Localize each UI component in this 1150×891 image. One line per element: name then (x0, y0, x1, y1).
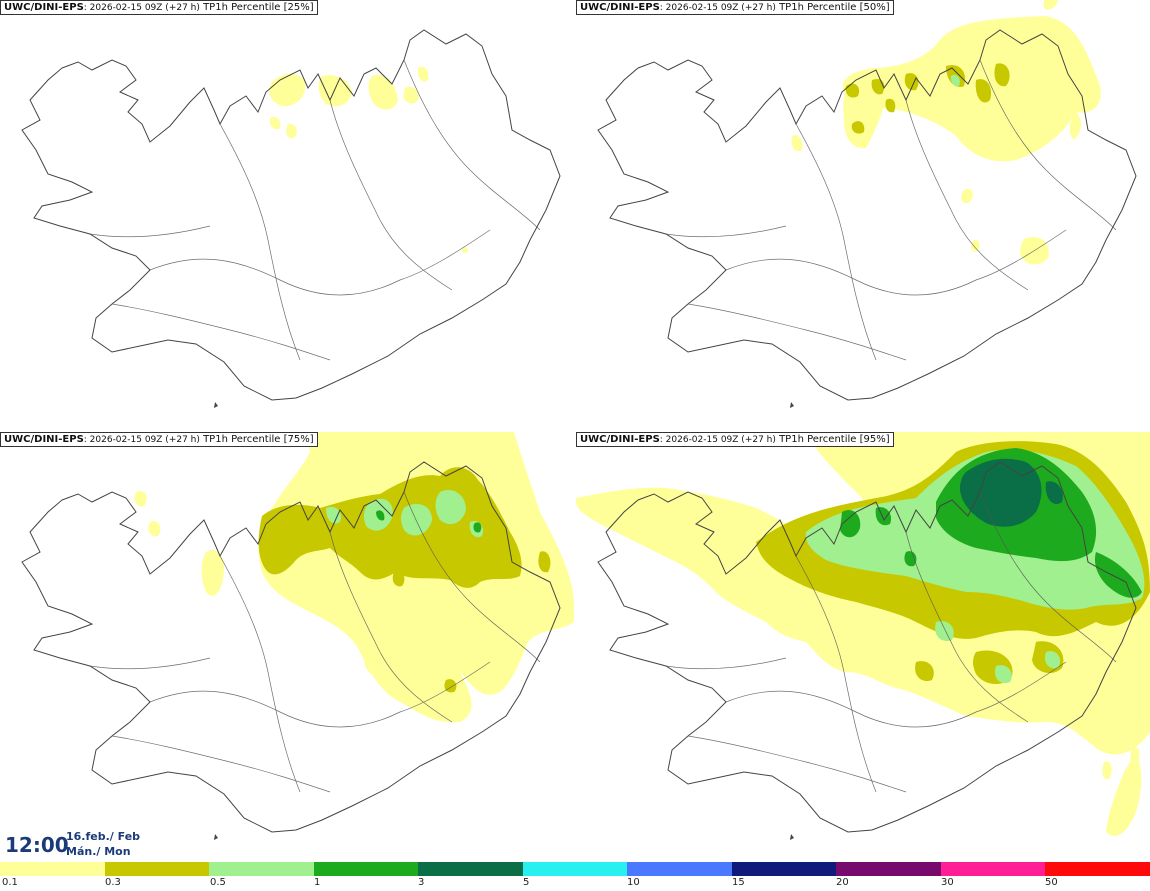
model-name: UWC/DINI-EPS (580, 2, 660, 13)
map-panel-95: UWC/DINI-EPS: 2026-02-15 09Z (+27 h) TP1… (576, 432, 1150, 862)
percentile-label: [95%] (859, 434, 890, 445)
legend-colorbar (0, 862, 1150, 876)
iceland-inland-lines-95 (665, 491, 1117, 793)
westman-islands-95 (790, 834, 794, 840)
westman-islands-50 (790, 402, 794, 408)
iceland-map-25 (21, 29, 561, 408)
westman-islands-75 (214, 834, 218, 840)
model-name: UWC/DINI-EPS (4, 2, 84, 13)
legend-tick: 3 (418, 877, 425, 888)
iceland-inland-lines-25 (89, 59, 541, 361)
panel-title-95: UWC/DINI-EPS: 2026-02-15 09Z (+27 h) TP1… (576, 432, 894, 447)
valid-time-box: 12:00 16.feb./ Feb Mán./ Mon (0, 826, 140, 862)
product-name: TP1h Percentile (199, 2, 284, 13)
precip-field-95 (576, 432, 1150, 836)
legend-swatch-9 (940, 862, 1046, 876)
precip-field-25 (269, 66, 468, 253)
legend-swatch-2 (209, 862, 314, 876)
valid-weekday: Mán./ Mon (66, 845, 131, 858)
valid-time: 12:00 (5, 833, 69, 857)
percentile-label: [50%] (859, 2, 890, 13)
legend-tick: 15 (732, 877, 745, 888)
legend-swatch-3 (313, 862, 419, 876)
legend-tick: 20 (836, 877, 849, 888)
run-info: : 2026-02-15 09Z (+27 h) (659, 3, 776, 13)
legend-tick: 10 (627, 877, 640, 888)
legend-tick: 0.5 (210, 877, 226, 888)
iceland-map-75 (21, 432, 574, 840)
map-panel-25: UWC/DINI-EPS: 2026-02-15 09Z (+27 h) TP1… (0, 0, 574, 430)
product-name: TP1h Percentile (775, 2, 860, 13)
iceland-map-50 (597, 0, 1137, 408)
legend-tick: 5 (523, 877, 530, 888)
legend-tick: 0.3 (105, 877, 121, 888)
map-panel-75: UWC/DINI-EPS: 2026-02-15 09Z (+27 h) TP1… (0, 432, 574, 862)
iceland-inland-lines-50 (665, 59, 1117, 361)
legend-tick: 1 (314, 877, 321, 888)
valid-date: 16.feb./ Feb (66, 830, 141, 843)
iceland-inland-lines-75 (89, 491, 541, 793)
panel-title-50: UWC/DINI-EPS: 2026-02-15 09Z (+27 h) TP1… (576, 0, 894, 15)
legend-swatch-4 (418, 862, 523, 876)
product-name: TP1h Percentile (775, 434, 860, 445)
precip-field-75 (134, 432, 574, 723)
map-panel-50: UWC/DINI-EPS: 2026-02-15 09Z (+27 h) TP1… (576, 0, 1150, 430)
precip-field-50 (791, 0, 1101, 265)
color-legend: 0.1 0.3 0.5 1 3 5 10 15 20 30 50 (0, 862, 1150, 891)
legend-swatch-8 (836, 862, 941, 876)
model-name: UWC/DINI-EPS (4, 434, 84, 445)
legend-swatch-5 (522, 862, 628, 876)
legend-tick: 30 (941, 877, 954, 888)
run-info: : 2026-02-15 09Z (+27 h) (83, 3, 200, 13)
model-name: UWC/DINI-EPS (580, 434, 660, 445)
legend-swatch-10 (1045, 862, 1150, 876)
iceland-coastline-25 (21, 29, 561, 401)
iceland-coastline-75 (21, 461, 561, 833)
run-info: : 2026-02-15 09Z (+27 h) (659, 435, 776, 445)
legend-swatch-7 (731, 862, 837, 876)
legend-tick: 0.1 (2, 877, 18, 888)
percentile-label: [25%] (283, 2, 314, 13)
legend-swatch-6 (627, 862, 732, 876)
iceland-coastline-50 (597, 29, 1137, 401)
percentile-label: [75%] (283, 434, 314, 445)
run-info: : 2026-02-15 09Z (+27 h) (83, 435, 200, 445)
panel-title-75: UWC/DINI-EPS: 2026-02-15 09Z (+27 h) TP1… (0, 432, 318, 447)
legend-swatch-1 (104, 862, 210, 876)
westman-islands-25 (214, 402, 218, 408)
panel-title-25: UWC/DINI-EPS: 2026-02-15 09Z (+27 h) TP1… (0, 0, 318, 15)
product-name: TP1h Percentile (199, 434, 284, 445)
legend-swatch-0 (0, 862, 105, 876)
iceland-coastline-95 (597, 461, 1137, 833)
legend-tick: 50 (1045, 877, 1058, 888)
iceland-map-95 (576, 432, 1150, 840)
